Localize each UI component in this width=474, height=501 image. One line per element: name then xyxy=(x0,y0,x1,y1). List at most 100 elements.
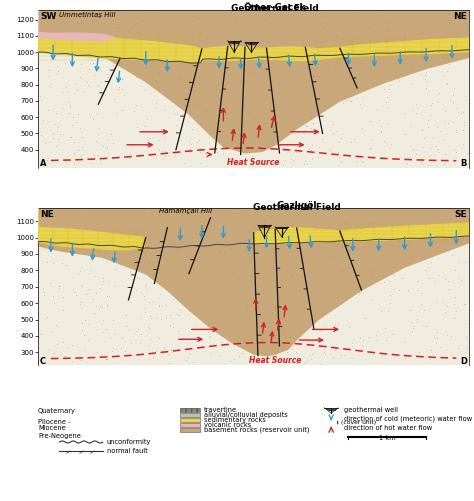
Point xyxy=(299,36,306,44)
Point xyxy=(201,225,208,233)
Point xyxy=(154,212,161,220)
Point xyxy=(126,149,133,157)
Point xyxy=(259,130,267,138)
Point xyxy=(421,72,428,80)
Point xyxy=(419,279,426,287)
Point xyxy=(136,340,144,348)
Point xyxy=(142,140,150,148)
Point xyxy=(427,258,435,266)
Point xyxy=(55,207,63,215)
Point xyxy=(220,249,228,258)
Point xyxy=(329,353,337,361)
Point xyxy=(303,358,310,366)
Point xyxy=(308,141,316,149)
Point xyxy=(337,21,345,29)
Point xyxy=(79,283,86,291)
Point xyxy=(166,311,173,319)
Point xyxy=(78,18,85,26)
Point xyxy=(265,13,273,21)
Point xyxy=(341,28,349,36)
Point xyxy=(92,289,100,297)
Text: direction of hot water flow: direction of hot water flow xyxy=(344,425,432,431)
Point xyxy=(181,159,188,167)
Point xyxy=(367,135,375,143)
Point xyxy=(52,228,60,236)
Point xyxy=(214,137,222,145)
Point xyxy=(414,318,421,326)
Point xyxy=(412,100,420,108)
Point xyxy=(258,31,266,39)
Point xyxy=(322,227,330,235)
Point xyxy=(280,344,287,352)
Point xyxy=(260,216,267,224)
Point xyxy=(161,16,168,24)
Point xyxy=(100,53,107,61)
Point xyxy=(276,307,284,315)
Point xyxy=(251,92,258,100)
Point xyxy=(408,327,416,335)
Point xyxy=(293,84,301,92)
Point xyxy=(320,349,328,357)
Point xyxy=(50,30,58,38)
Point xyxy=(411,249,419,258)
Point xyxy=(453,104,461,112)
Point xyxy=(437,127,444,135)
Point xyxy=(197,305,205,313)
Point xyxy=(175,219,182,227)
Point xyxy=(103,355,111,363)
Point xyxy=(41,223,48,231)
Point xyxy=(383,98,390,106)
Point xyxy=(293,262,301,270)
Point xyxy=(389,330,397,338)
Point xyxy=(269,255,277,263)
Point xyxy=(68,341,76,349)
Point xyxy=(385,25,392,33)
Point xyxy=(141,250,149,258)
Point xyxy=(78,60,85,68)
Text: direction of cold (meteoric) water flow: direction of cold (meteoric) water flow xyxy=(344,415,472,422)
Point xyxy=(130,107,138,115)
Point xyxy=(221,248,228,256)
Point xyxy=(48,80,55,88)
Point xyxy=(149,249,156,258)
Point xyxy=(336,266,343,274)
Point xyxy=(101,248,109,256)
Point xyxy=(339,99,346,107)
Point xyxy=(89,295,97,303)
Point xyxy=(135,218,142,226)
Point xyxy=(137,331,145,339)
Point xyxy=(155,21,163,29)
Text: normal fault: normal fault xyxy=(107,448,148,454)
Point xyxy=(461,320,469,328)
Polygon shape xyxy=(38,208,146,250)
Point xyxy=(320,19,328,27)
Point xyxy=(182,223,190,231)
Point xyxy=(422,68,429,76)
Point xyxy=(104,243,112,251)
Point xyxy=(432,339,440,347)
Point xyxy=(169,348,176,356)
Point xyxy=(155,39,163,47)
Point xyxy=(76,124,84,132)
Text: B: B xyxy=(461,159,467,168)
Point xyxy=(90,115,97,123)
Point xyxy=(147,314,155,322)
Point xyxy=(66,103,73,111)
Point xyxy=(46,73,53,81)
Point xyxy=(429,134,437,142)
Point xyxy=(133,123,140,131)
Point xyxy=(327,253,335,261)
Point xyxy=(276,57,283,65)
Point xyxy=(46,82,53,90)
Point xyxy=(303,122,310,130)
Point xyxy=(68,133,75,141)
Point xyxy=(238,76,246,84)
Point xyxy=(136,265,143,273)
Point xyxy=(444,9,452,17)
Point xyxy=(348,40,356,48)
Point xyxy=(293,359,301,367)
Point xyxy=(137,17,145,25)
Point xyxy=(174,245,182,254)
Point xyxy=(112,265,119,273)
Polygon shape xyxy=(38,33,202,62)
